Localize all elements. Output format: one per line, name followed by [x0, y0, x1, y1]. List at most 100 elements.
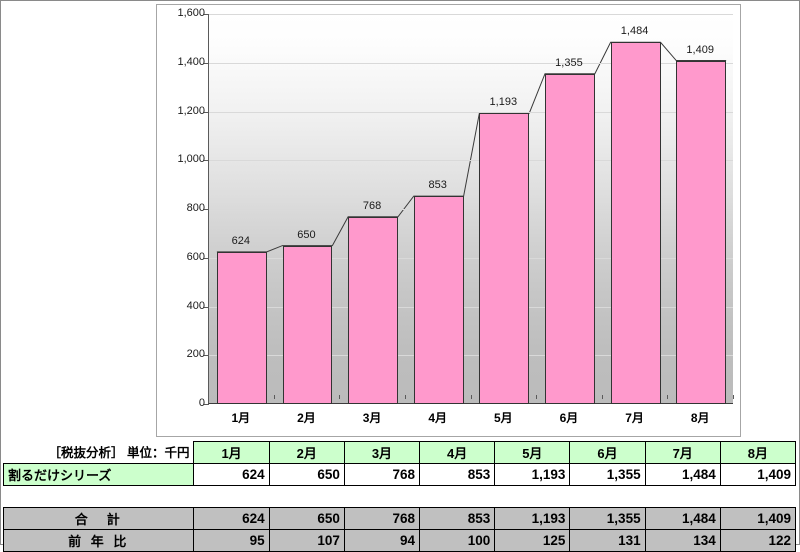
bar-4月[interactable]: [413, 196, 464, 404]
bar-5月[interactable]: [479, 113, 530, 404]
bar-value-label: 1,193: [489, 96, 518, 109]
chart-frame[interactable]: 0 200 400 600 800 1,000 1,200 1,400 1,600 624 1月 65…: [156, 4, 741, 437]
y-axis-tick: [204, 209, 209, 210]
bar-3月[interactable]: [348, 216, 398, 404]
x-axis-label-7月: 7月: [625, 411, 644, 425]
y-axis-label: 1,400: [177, 55, 205, 68]
data-table: ［税抜分析］ 単位：千円 1月 2月 3月 4月 5月 6月 7月 8月 割るだ…: [2, 441, 797, 552]
table-header-month-6[interactable]: 6月: [569, 441, 646, 464]
data-table-zone: ［税抜分析］ 単位：千円 1月 2月 3月 4月 5月 6月 7月 8月 割るだ…: [2, 441, 798, 552]
table-header-month-2[interactable]: 2月: [268, 441, 345, 464]
bar-8月[interactable]: [676, 60, 727, 404]
bar-6月[interactable]: [545, 73, 595, 404]
y-axis-tick: [204, 404, 209, 405]
series-cell-3[interactable]: 768: [343, 463, 421, 486]
total-cell-2[interactable]: 650: [268, 507, 345, 530]
yoy-cell-6[interactable]: 131: [569, 529, 646, 552]
series-cell-7[interactable]: 1,484: [644, 463, 721, 486]
x-axis-label-4月: 4月: [428, 411, 448, 425]
x-axis-tick: [667, 395, 669, 399]
gridline: [209, 306, 733, 308]
x-axis-tick: [404, 395, 406, 399]
bar-7月[interactable]: [610, 42, 661, 404]
bar-value-label: 650: [297, 228, 316, 241]
table-corner-label: ［税抜分析］ 単位：千円: [3, 441, 194, 464]
table-header-row: ［税抜分析］ 単位：千円 1月 2月 3月 4月 5月 6月 7月 8月: [3, 441, 797, 464]
series-cell-5[interactable]: 1,193: [494, 463, 571, 486]
gridline: [209, 160, 733, 162]
x-axis-tick: [339, 395, 341, 399]
gridline: [209, 355, 733, 357]
table-header-month-4[interactable]: 4月: [419, 441, 496, 464]
yoy-row-label: 前 年 比: [2, 529, 195, 552]
y-axis-label: 0: [198, 397, 205, 409]
x-axis-label-1月: 1月: [231, 411, 251, 425]
total-row-label: 合 計: [2, 507, 195, 530]
yoy-cell-2[interactable]: 107: [268, 529, 345, 552]
bar-value-label: 624: [231, 234, 250, 247]
chart-plot-wrapper: 0 200 400 600 800 1,000 1,200 1,400 1,600 624 1月 65…: [157, 5, 742, 438]
bar-2月[interactable]: [282, 245, 333, 404]
y-axis-label: 800: [186, 202, 205, 214]
bar-value-label: 853: [428, 179, 447, 192]
yoy-cell-7[interactable]: 134: [644, 529, 721, 552]
yoy-cell-4[interactable]: 100: [419, 529, 496, 552]
x-axis-label-3月: 3月: [362, 411, 382, 425]
y-axis-label: 1,000: [177, 153, 205, 166]
y-axis-label: 1,600: [177, 7, 205, 19]
yoy-cell-8[interactable]: 122: [719, 529, 797, 552]
gridline: [209, 111, 733, 113]
gridline: [209, 14, 733, 15]
spacer-cell: [494, 485, 570, 508]
y-axis-tick: [204, 355, 209, 357]
x-axis-tick: [273, 395, 275, 399]
spacer-cell: [269, 485, 345, 508]
x-axis-tick: [470, 395, 472, 399]
gridline: [209, 209, 733, 210]
series-cell-6[interactable]: 1,355: [569, 463, 646, 486]
total-cell-8[interactable]: 1,409: [719, 507, 797, 530]
table-header-month-7[interactable]: 7月: [644, 441, 721, 464]
y-axis-tick: [204, 62, 209, 64]
total-cell-1[interactable]: 624: [193, 507, 270, 530]
total-cell-6[interactable]: 1,355: [569, 507, 646, 530]
x-axis-label-8月: 8月: [690, 411, 710, 425]
table-header-month-5[interactable]: 5月: [494, 441, 571, 464]
spacer-cell: [645, 485, 721, 508]
spacer-cell: [344, 485, 420, 508]
table-row-total: 合 計 624 650 768 853 1,193 1,355 1,484 1,…: [2, 507, 797, 530]
y-axis-tick: [204, 160, 209, 162]
total-cell-3[interactable]: 768: [343, 507, 421, 530]
chart-plot-area: [204, 14, 733, 405]
spacer-cell: [720, 485, 796, 508]
x-axis-label-2月: 2月: [297, 411, 316, 425]
y-axis-tick: [204, 306, 209, 308]
series-row-label: 割るだけシリーズ: [2, 463, 195, 486]
total-cell-7[interactable]: 1,484: [644, 507, 721, 530]
total-cell-4[interactable]: 853: [419, 507, 496, 530]
yoy-cell-5[interactable]: 125: [494, 529, 571, 552]
total-cell-5[interactable]: 1,193: [494, 507, 571, 530]
table-row-series: 割るだけシリーズ 624 650 768 853 1,193 1,355 1,4…: [2, 463, 797, 486]
series-cell-2[interactable]: 650: [268, 463, 345, 486]
spacer-cell: [419, 485, 495, 508]
series-cell-8[interactable]: 1,409: [719, 463, 797, 486]
y-axis-label: 400: [186, 299, 205, 312]
gridline: [209, 257, 733, 259]
y-axis-tick: [204, 14, 209, 15]
table-header-month-8[interactable]: 8月: [719, 441, 797, 464]
table-header-month-3[interactable]: 3月: [343, 441, 421, 464]
x-axis-tick: [536, 395, 538, 399]
spacer-cell: [3, 485, 194, 508]
series-cell-1[interactable]: 624: [193, 463, 270, 486]
bar-1月[interactable]: [216, 251, 267, 404]
yoy-cell-1[interactable]: 95: [193, 529, 270, 552]
x-axis-tick: [733, 395, 734, 399]
yoy-cell-3[interactable]: 94: [343, 529, 421, 552]
table-header-month-1[interactable]: 1月: [193, 441, 270, 464]
spacer-cell: [569, 485, 646, 508]
x-axis-tick: [601, 395, 603, 399]
series-cell-4[interactable]: 853: [419, 463, 496, 486]
y-axis-tick: [204, 257, 209, 259]
y-axis-label: 600: [186, 250, 205, 263]
